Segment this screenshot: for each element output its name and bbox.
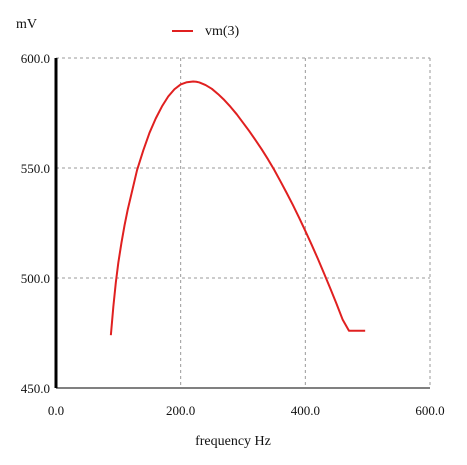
series-line-0 [109, 80, 366, 336]
x-tick-label: 600.0 [415, 403, 444, 418]
x-tick-label: 0.0 [48, 403, 64, 418]
y-tick-label: 550.0 [21, 161, 50, 176]
x-axis-label: frequency Hz [195, 434, 271, 449]
legend-label: vm(3) [205, 24, 240, 39]
y-axis-unit-label: mV [16, 17, 37, 32]
legend: vm(3) [172, 24, 240, 39]
y-tick-label: 500.0 [21, 271, 50, 286]
y-tick-label: 450.0 [21, 381, 50, 396]
x-tick-labels: 0.0 200.0 400.0 600.0 [48, 403, 445, 418]
series-layer [109, 80, 366, 336]
x-tick-label: 400.0 [291, 403, 320, 418]
y-tick-labels: 450.0 500.0 550.0 600.0 [21, 51, 50, 396]
y-tick-label: 600.0 [21, 51, 50, 66]
x-tick-label: 200.0 [166, 403, 195, 418]
axes [54, 58, 430, 389]
grid [56, 57, 431, 388]
